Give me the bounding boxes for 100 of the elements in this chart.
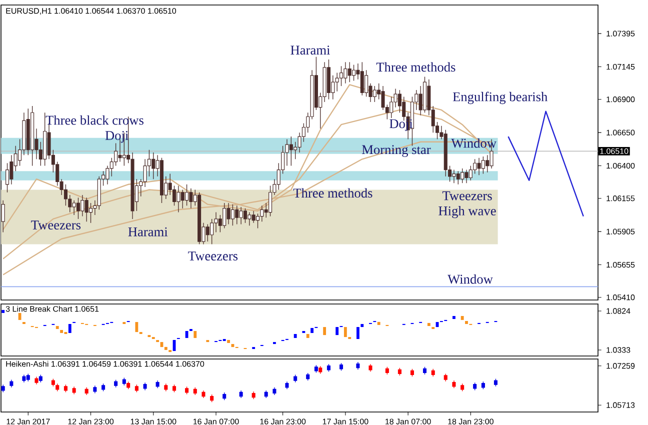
candlestick xyxy=(152,152,156,180)
candlestick xyxy=(172,185,176,206)
candlestick xyxy=(381,86,385,110)
candlestick xyxy=(189,188,193,209)
bar xyxy=(2,310,5,313)
candlestick xyxy=(486,154,490,173)
line-series xyxy=(508,110,584,217)
candlestick xyxy=(222,202,226,229)
bar xyxy=(465,320,468,324)
y-tick-label: 1.06400 xyxy=(606,162,635,169)
y-tick-label: 1.0333 xyxy=(606,347,630,353)
candlestick xyxy=(344,62,348,84)
candlestick xyxy=(235,205,239,225)
candlestick xyxy=(473,158,477,174)
candlestick xyxy=(460,168,464,184)
y-tick-label: 1.07395 xyxy=(606,30,635,36)
y-tick-label: 1.06650 xyxy=(606,130,635,136)
x-tick-label: 17 Jan 15:00 xyxy=(322,418,368,424)
x-tick-label: 18 Jan 07:00 xyxy=(386,418,431,424)
bar xyxy=(231,344,234,348)
y-tick-label: 1.05410 xyxy=(606,294,635,300)
candlestick xyxy=(248,212,252,226)
candlestick xyxy=(114,142,118,166)
candlestick xyxy=(80,194,84,217)
annotation: Harami xyxy=(128,227,168,236)
candlestick xyxy=(176,185,180,213)
candlestick xyxy=(352,64,356,82)
x-tick-label: 18 Jan 23:00 xyxy=(448,418,494,424)
candlestick xyxy=(418,86,422,116)
candlestick xyxy=(390,96,394,118)
bar xyxy=(360,324,364,328)
candlestick xyxy=(230,204,234,226)
x-tick-label: 16 Jan 07:00 xyxy=(193,418,239,424)
annotation: High wave xyxy=(438,206,496,218)
bar xyxy=(68,324,72,333)
bar xyxy=(164,346,168,350)
annotation: Tweezers xyxy=(442,191,492,200)
annotation: Engulfing bearish xyxy=(452,92,548,104)
candlestick xyxy=(180,189,184,209)
annotation: Three methods xyxy=(293,188,372,198)
candlestick xyxy=(89,202,93,224)
candlestick xyxy=(64,184,68,206)
candlestick xyxy=(6,162,10,193)
candlestick xyxy=(348,62,352,82)
x-tick-label: 16 Jan 23:00 xyxy=(260,418,306,424)
candlestick xyxy=(76,197,80,220)
bar xyxy=(377,322,380,325)
candlestick xyxy=(185,184,189,206)
candlestick xyxy=(143,158,147,188)
ref-line-label: 1.06510 xyxy=(600,148,628,154)
candlestick xyxy=(72,200,76,216)
candlestick xyxy=(339,66,344,86)
bar xyxy=(135,322,138,332)
bar xyxy=(60,330,63,333)
y-tick-label: 1.05905 xyxy=(606,228,635,234)
candlestick xyxy=(464,169,468,184)
bar xyxy=(306,334,310,338)
candlestick xyxy=(260,205,264,222)
candlestick xyxy=(285,138,289,166)
candlestick xyxy=(456,170,460,185)
bar xyxy=(194,330,197,338)
candlestick xyxy=(252,210,256,224)
y-tick-label: 1.05655 xyxy=(606,262,635,268)
candlestick xyxy=(372,86,376,102)
candlestick xyxy=(468,165,472,181)
candlestick xyxy=(398,90,402,113)
bar xyxy=(227,340,230,343)
annotation: Harami xyxy=(290,46,330,55)
candlestick xyxy=(256,213,260,229)
y-tick-label: 1.07145 xyxy=(606,64,635,70)
chart-title: 3 Line Break Chart 1.0651 xyxy=(6,306,99,312)
x-tick-label: 12 Jan 23:00 xyxy=(68,418,114,424)
candlestick xyxy=(10,154,14,185)
bar xyxy=(294,334,297,338)
x-tick-label: 13 Jan 15:00 xyxy=(130,418,176,424)
candlestick xyxy=(1,200,5,233)
y-tick-label: 1.06900 xyxy=(606,96,635,102)
candlestick xyxy=(84,197,88,222)
candlestick xyxy=(239,206,243,225)
annotation: Morning star xyxy=(362,145,431,157)
bar xyxy=(56,326,59,330)
candlestick xyxy=(268,185,272,217)
bar xyxy=(427,322,430,326)
candlestick xyxy=(226,202,230,225)
bar xyxy=(310,328,314,333)
candlestick xyxy=(289,136,293,166)
candlestick xyxy=(210,218,214,245)
candlestick xyxy=(481,156,485,174)
bar xyxy=(323,327,326,336)
annotation: Three methods xyxy=(376,62,456,72)
y-tick-label: 1.07259 xyxy=(606,363,635,369)
candlestick xyxy=(477,157,481,176)
y-tick-label: 1.0824 xyxy=(606,308,630,314)
y-tick-label: 1.05713 xyxy=(606,402,635,408)
annotation: Tweezers xyxy=(188,252,238,260)
bar xyxy=(356,327,360,340)
chart-title: EURUSD,H1 1.06410 1.06544 1.06370 1.06510 xyxy=(6,8,176,15)
candlestick xyxy=(243,208,247,224)
x-tick-label: 12 Jan 2017 xyxy=(6,418,50,424)
candlestick xyxy=(206,224,210,242)
